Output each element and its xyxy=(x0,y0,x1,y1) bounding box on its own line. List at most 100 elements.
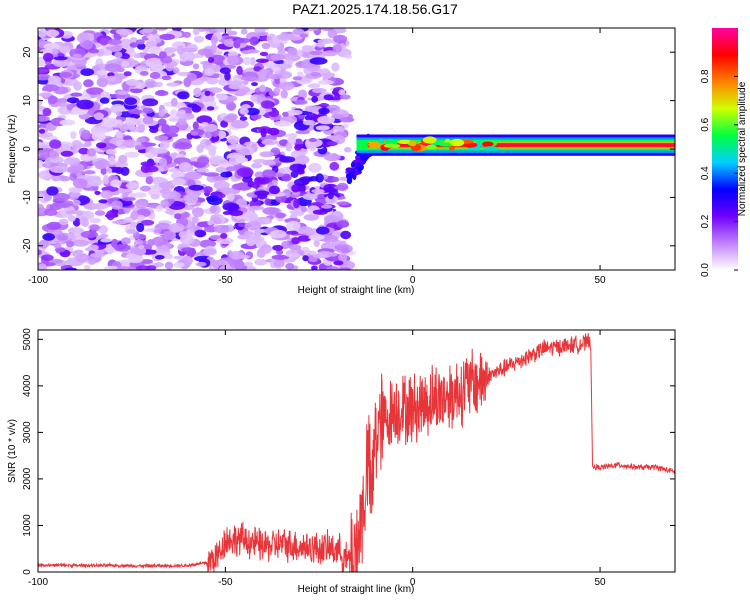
colorbar-tick-label: 0.2 xyxy=(700,214,711,228)
heatmap-cell xyxy=(288,244,302,251)
heatmap-cell xyxy=(336,201,350,206)
heatmap-cell xyxy=(309,250,317,256)
heatmap-cell xyxy=(121,197,136,202)
heatmap-cell xyxy=(161,75,172,81)
heatmap-cell xyxy=(155,28,168,31)
heatmap-cell xyxy=(285,230,299,235)
heatmap-cell xyxy=(450,138,465,147)
snr-x-tick-label: 0 xyxy=(410,577,416,588)
heatmap-cell xyxy=(215,166,229,173)
heatmap-cell xyxy=(346,173,355,179)
heatmap-cell xyxy=(129,221,139,228)
heatmap-cell xyxy=(422,136,437,144)
heatmap-cell xyxy=(206,195,219,202)
heatmap-cell xyxy=(72,53,82,59)
heatmap-cell xyxy=(378,138,385,144)
snr-y-tick-label: 2000 xyxy=(22,467,33,490)
heatmap-cell xyxy=(66,240,75,248)
heatmap-cell xyxy=(262,61,277,68)
heatmap-cell xyxy=(89,217,101,224)
heatmap-cell xyxy=(223,114,236,123)
heatmap-cell xyxy=(106,245,114,255)
heatmap-cell xyxy=(213,224,230,234)
heatmap-cell xyxy=(240,28,248,35)
heatmap-cell xyxy=(42,193,52,202)
heatmap-cell xyxy=(300,206,308,212)
heatmap-cell xyxy=(239,107,249,115)
heatmap-cell xyxy=(236,65,243,75)
heatmap-cell xyxy=(326,141,338,146)
spectrogram-y-label: Frequency (Hz) xyxy=(7,115,18,184)
heatmap-cell xyxy=(323,72,336,78)
heatmap-cell xyxy=(100,91,111,99)
heatmap-cell xyxy=(103,265,120,270)
heatmap-cell xyxy=(100,233,109,238)
heatmap-cell xyxy=(185,52,196,62)
heatmap-cell xyxy=(115,130,123,139)
heatmap-cell xyxy=(333,185,349,190)
spectrogram-x-tick-label: -100 xyxy=(28,275,48,286)
heatmap-cell xyxy=(42,107,52,117)
heatmap-cell xyxy=(207,57,215,63)
heatmap-cell xyxy=(125,253,138,259)
heatmap-cell xyxy=(144,78,157,89)
heatmap-cell xyxy=(76,175,95,180)
heatmap-cell xyxy=(52,58,70,68)
heatmap-cell xyxy=(409,140,417,147)
heatmap-cell xyxy=(145,57,163,68)
heatmap-cell xyxy=(49,139,62,150)
heatmap-cell xyxy=(129,37,138,44)
heatmap-cell xyxy=(236,167,254,178)
heatmap-cell xyxy=(46,186,59,196)
heatmap-cell xyxy=(151,236,169,247)
heatmap-cell xyxy=(340,230,352,240)
heatmap-cell xyxy=(157,118,167,126)
heatmap-cell xyxy=(88,259,96,265)
heatmap-cell xyxy=(145,176,154,185)
heatmap-cell xyxy=(158,181,174,189)
heatmap-cell xyxy=(72,178,88,189)
heatmap-cell xyxy=(184,172,203,180)
heatmap-cell xyxy=(339,240,347,246)
heatmap-cell xyxy=(125,182,139,189)
heatmap-cell xyxy=(137,123,145,133)
heatmap-cell xyxy=(38,170,52,180)
heatmap-cell xyxy=(75,253,89,263)
heatmap-cell xyxy=(74,249,84,254)
heatmap-cell xyxy=(175,142,193,150)
heatmap-cell xyxy=(66,166,84,174)
heatmap-cell xyxy=(216,193,226,199)
heatmap-cell xyxy=(224,71,231,81)
heatmap-cell xyxy=(128,108,143,115)
heatmap-cell xyxy=(115,111,123,117)
spectrogram-x-tick-label: -50 xyxy=(218,275,233,286)
colorbar: 0.0 0.2 0.4 0.6 0.8 Normalized spectral ampl… xyxy=(700,28,748,277)
heatmap-cell xyxy=(315,173,324,183)
heatmap-cell xyxy=(313,239,320,247)
spectrogram-x-label: Height of straight line (km) xyxy=(298,285,415,296)
heatmap-cell xyxy=(177,91,190,100)
heatmap-cell xyxy=(317,38,333,45)
heatmap-cell xyxy=(267,127,280,136)
heatmap-cell xyxy=(280,89,288,99)
heatmap-cell xyxy=(229,210,244,217)
heatmap-cell xyxy=(263,218,270,225)
heatmap-cell xyxy=(308,234,325,241)
heatmap-cell xyxy=(261,42,271,50)
heatmap-cell xyxy=(88,244,99,251)
heatmap-cell xyxy=(338,89,346,96)
heatmap-cell xyxy=(98,227,106,234)
heatmap-cell xyxy=(116,75,123,84)
heatmap-cell xyxy=(168,223,185,233)
heatmap-cell xyxy=(144,165,159,173)
snr-y-label: SNR (10 * v/v) xyxy=(7,419,18,483)
snr-x-tick-label: -100 xyxy=(28,577,48,588)
heatmap-cell xyxy=(196,168,210,173)
heatmap-cell xyxy=(259,51,269,57)
heatmap-cell xyxy=(70,92,83,97)
heatmap-cell xyxy=(213,180,230,190)
heatmap-cell xyxy=(193,35,205,43)
heatmap-cell xyxy=(116,90,129,95)
heatmap-cell xyxy=(322,50,338,57)
heatmap-cell xyxy=(284,133,298,139)
